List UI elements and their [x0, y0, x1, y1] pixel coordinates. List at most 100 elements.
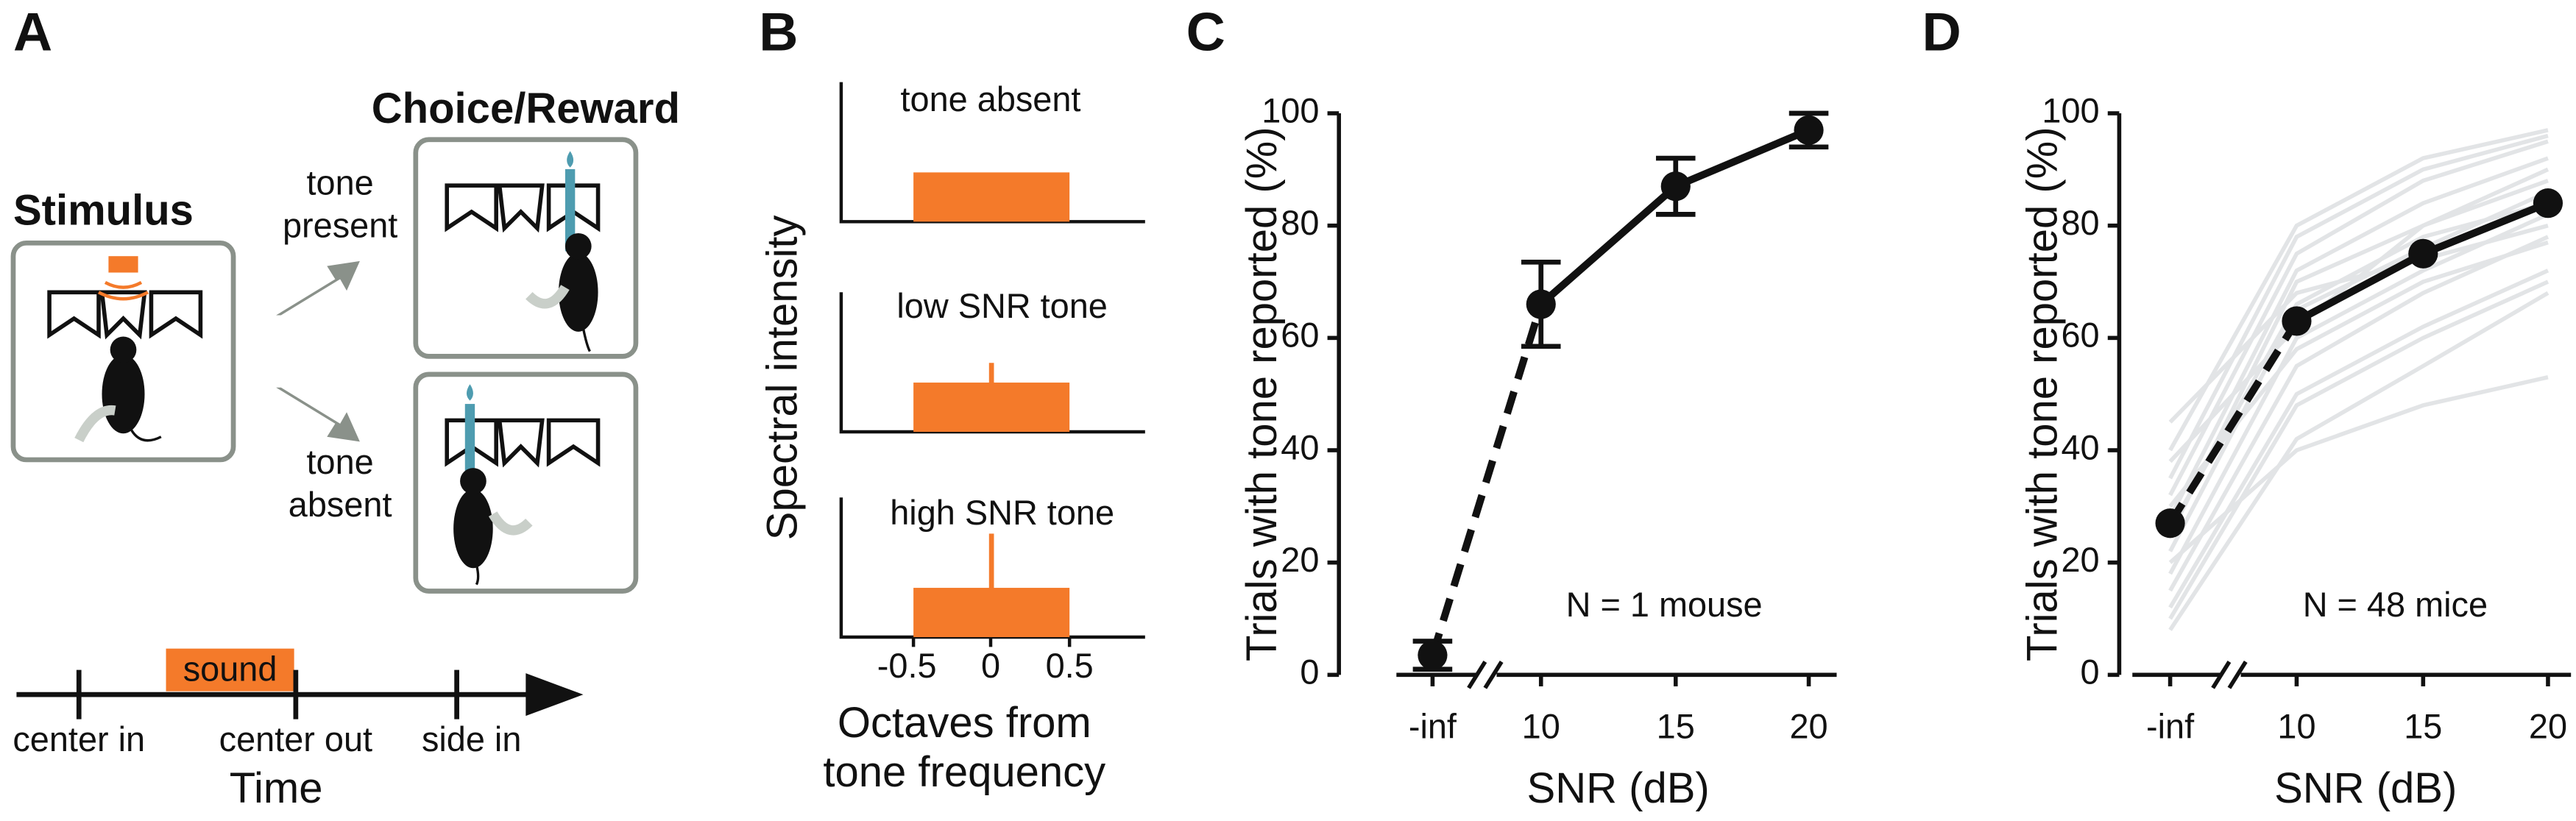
water-drop	[567, 151, 574, 168]
ports	[445, 418, 601, 468]
individual-line	[2168, 156, 2549, 519]
spectrum-title: tone absent	[901, 80, 1081, 118]
x-tick-label: -0.5	[877, 647, 937, 685]
y-axis-label: Trials with tone reported (%)	[2018, 127, 2066, 661]
ports	[47, 290, 203, 340]
reward-box	[413, 372, 639, 594]
mouse	[453, 489, 493, 569]
noise-band	[913, 588, 1070, 638]
spectrum-tick	[911, 637, 1072, 647]
mouse	[558, 252, 598, 332]
timeline-tick	[76, 669, 459, 719]
condition-label: present	[283, 207, 397, 245]
point	[1418, 640, 1448, 670]
panel-a-drawing	[10, 137, 639, 719]
x-tick-label: 0.5	[1046, 647, 1094, 685]
point	[1794, 115, 1824, 145]
y-tick-label: 100	[2042, 91, 2099, 129]
individual-line	[2168, 178, 2549, 536]
event-label: center out	[219, 720, 372, 758]
y-tick-label: 100	[1262, 91, 1319, 129]
individual-line	[2168, 139, 2549, 497]
water-spout	[565, 168, 576, 252]
y-tick-label: 40	[1281, 428, 1319, 466]
noise-band	[913, 383, 1070, 433]
ports	[445, 183, 601, 233]
motion-arrow	[526, 284, 570, 309]
sound-label: sound	[183, 650, 277, 688]
x-axis-label: tone frequency	[823, 748, 1105, 796]
mouse	[110, 336, 137, 363]
sound-bar	[166, 648, 294, 692]
event-label: side in	[422, 720, 521, 758]
y-tick-label: 80	[2061, 204, 2099, 242]
individual-line	[2168, 269, 2550, 609]
motion-arrow	[74, 405, 116, 443]
x-tick-label: 20	[1789, 707, 1827, 745]
panel-label: C	[1186, 1, 1225, 63]
x-tick-label: 0	[981, 647, 1000, 685]
stimulus-label: Stimulus	[13, 186, 194, 234]
point	[2282, 306, 2312, 336]
x-axis-label: SNR (dB)	[2274, 764, 2457, 812]
individual-line	[2168, 280, 2550, 620]
tone-spike	[988, 363, 994, 386]
individual-line	[2168, 128, 2549, 452]
point	[2533, 188, 2563, 218]
choice-arrow	[276, 387, 360, 442]
water-drop	[467, 384, 473, 401]
axis-break	[2211, 661, 2248, 689]
x-tick-label: 10	[2277, 707, 2315, 745]
panel-label: D	[1922, 1, 1961, 63]
x-tick-label: -inf	[1409, 707, 1457, 745]
x-tick-label: -inf	[2146, 707, 2195, 745]
x-axis-label: Octaves from	[838, 699, 1091, 747]
y-tick-label: 20	[2061, 541, 2099, 579]
panel-label: A	[13, 1, 52, 63]
y-tick-label: 60	[1281, 316, 1319, 355]
spectrum-title: high SNR tone	[890, 494, 1114, 532]
reward-box	[413, 137, 639, 359]
stimulus-box	[10, 240, 236, 463]
motion-arrow	[488, 511, 533, 536]
speaker	[108, 256, 138, 273]
individual-line	[2168, 235, 2550, 592]
spectra-bars	[913, 172, 1070, 638]
tail	[130, 429, 162, 442]
mean-line-dashed	[2167, 319, 2300, 525]
tail	[581, 328, 591, 352]
timeline-arrow	[526, 673, 584, 717]
axis-label: Time	[230, 764, 323, 812]
x-tick-label: 10	[1522, 707, 1560, 745]
mouse	[565, 232, 592, 260]
point	[1526, 289, 1556, 319]
mouse	[102, 355, 145, 434]
point	[2155, 508, 2185, 539]
spectrum-title: low SNR tone	[896, 287, 1108, 325]
x-axis-label: SNR (dB)	[1527, 764, 1710, 812]
mouse	[460, 468, 486, 494]
y-tick-label: 20	[1281, 541, 1319, 579]
individual-line	[2168, 291, 2550, 631]
annotation: N = 1 mouse	[1566, 586, 1763, 624]
sound-wave	[97, 280, 149, 301]
condition-label: absent	[289, 486, 392, 524]
mean-line-dashed	[1429, 303, 1545, 657]
y-tick-label: 80	[1281, 204, 1319, 242]
individual-line	[2168, 167, 2550, 463]
axis-break	[1467, 661, 1504, 689]
noise-band	[913, 172, 1070, 222]
y-axis-label: Spectral intensity	[758, 215, 806, 540]
tail	[475, 564, 480, 586]
y-axis-label: Trials with tone reported (%)	[1238, 127, 1286, 661]
annotation: N = 48 mice	[2303, 586, 2488, 624]
x-tick-label: 15	[1657, 707, 1695, 745]
y-tick-label: 40	[2061, 428, 2099, 466]
individual-line	[2168, 375, 2549, 564]
water-spout	[464, 404, 475, 486]
choice-label: Choice/Reward	[372, 85, 680, 132]
x-tick-label: 20	[2529, 707, 2567, 745]
condition-label: tone	[307, 443, 374, 481]
